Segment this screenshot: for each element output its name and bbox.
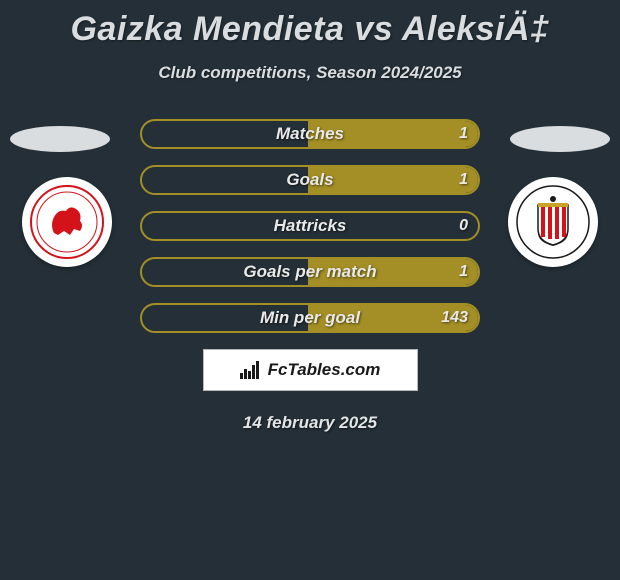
stat-row-matches: Matches 1 bbox=[140, 119, 480, 149]
stat-right-value: 1 bbox=[459, 259, 468, 285]
stat-label: Goals per match bbox=[142, 259, 478, 285]
stat-right-value: 1 bbox=[459, 167, 468, 193]
stat-label: Min per goal bbox=[142, 305, 478, 331]
stat-label: Matches bbox=[142, 121, 478, 147]
bar-chart-icon bbox=[240, 361, 262, 379]
date-text: 14 february 2025 bbox=[0, 413, 620, 433]
watermark-box: FcTables.com bbox=[203, 349, 418, 391]
subtitle: Club competitions, Season 2024/2025 bbox=[0, 63, 620, 83]
stat-right-value: 143 bbox=[441, 305, 468, 331]
stat-row-min-per-goal: Min per goal 143 bbox=[140, 303, 480, 333]
stat-label: Hattricks bbox=[142, 213, 478, 239]
page-title: Gaizka Mendieta vs AleksiÄ‡ bbox=[0, 0, 620, 49]
stat-row-hattricks: Hattricks 0 bbox=[140, 211, 480, 241]
stat-row-goals-per-match: Goals per match 1 bbox=[140, 257, 480, 287]
stat-label: Goals bbox=[142, 167, 478, 193]
stat-row-goals: Goals 1 bbox=[140, 165, 480, 195]
watermark-text: FcTables.com bbox=[268, 360, 381, 380]
stats-container: Matches 1 Goals 1 Hattricks 0 Goals per … bbox=[0, 119, 620, 333]
stat-right-value: 0 bbox=[459, 213, 468, 239]
stat-right-value: 1 bbox=[459, 121, 468, 147]
